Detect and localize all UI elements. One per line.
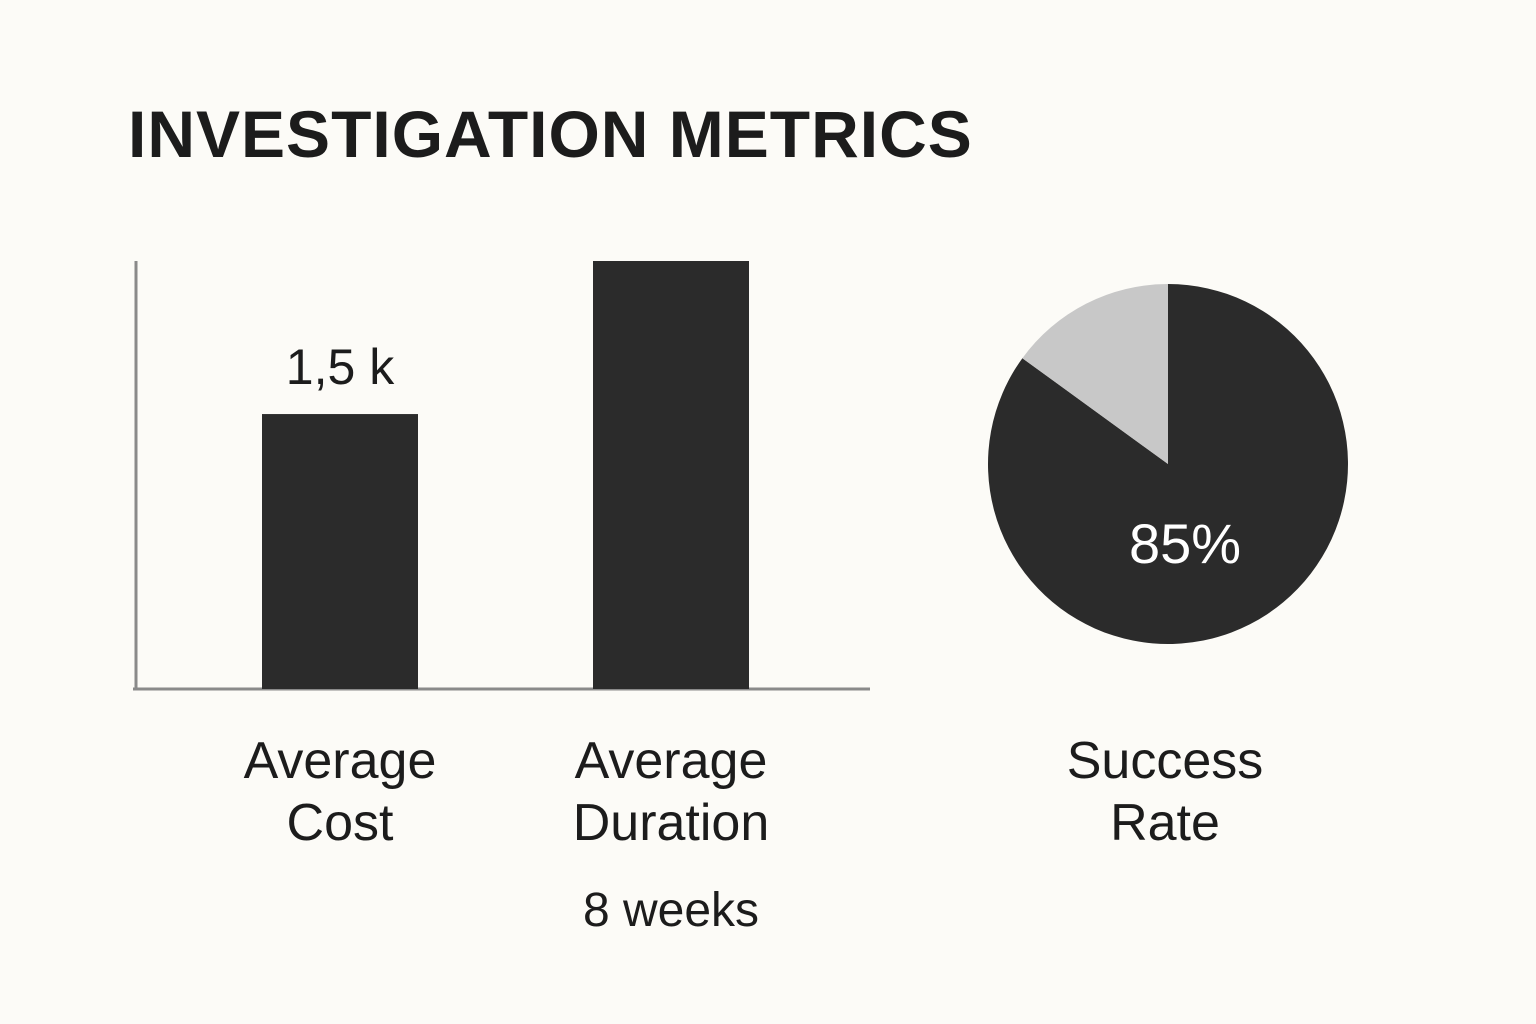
chart-label: Success Rate (1066, 732, 1264, 852)
page-title: INVESTIGATION METRICS (128, 97, 973, 171)
bar (262, 414, 418, 689)
category-label: Average Cost (243, 732, 437, 852)
value-label: 8 weeks (582, 884, 760, 937)
bar (593, 261, 749, 689)
slice-label: 85% (1128, 512, 1242, 575)
value-label: 1,5 k (285, 339, 395, 396)
category-label: Average Duration (572, 732, 770, 852)
pie-slice (1022, 284, 1168, 464)
